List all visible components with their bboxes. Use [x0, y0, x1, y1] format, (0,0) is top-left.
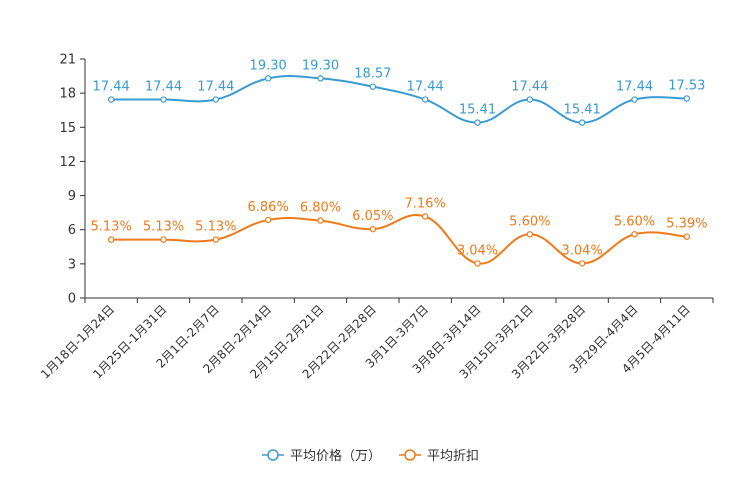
series-0-point — [369, 83, 377, 90]
series-0-data-label: 17.53 — [668, 78, 705, 93]
series-1-data-label: 5.39% — [666, 217, 707, 232]
series-0-data-label: 19.30 — [250, 58, 287, 73]
series-1-data-label: 3.04% — [562, 243, 603, 258]
series-1-point — [474, 260, 481, 267]
series-1-data-label: 6.05% — [352, 209, 393, 224]
y-tick-label: 21 — [59, 53, 76, 68]
y-tick-label: 12 — [59, 155, 76, 170]
series-0-point — [474, 119, 481, 126]
series-0-data-label: 17.44 — [616, 80, 653, 95]
series-0-data-label: 17.44 — [511, 80, 548, 95]
series-1-data-label: 5.13% — [195, 220, 236, 235]
legend-marker-icon — [404, 449, 416, 461]
series-1-data-label: 7.16% — [405, 197, 446, 212]
y-tick-label: 15 — [59, 121, 76, 136]
series-0-data-label: 17.44 — [93, 80, 130, 95]
series-1-point — [212, 236, 220, 243]
series-0-point — [160, 96, 167, 103]
series-layer: 17.44 17.44 17.44 19.30 19.30 18.57 17.44 15.41… — [91, 58, 707, 267]
legend-marker-icon — [267, 449, 279, 461]
series-1-point — [578, 260, 586, 267]
series-1-point — [683, 233, 691, 240]
series-0-data-label: 15.41 — [564, 103, 601, 118]
series-1-data-label: 5.60% — [614, 214, 655, 229]
series-0-data-label: 17.44 — [197, 80, 234, 95]
series-0-point — [107, 96, 115, 103]
series-1: 5.13% 5.13% 5.13% 6.86% 6.80% 6.05% 7.16% 3.04%… — [91, 197, 707, 267]
series-0-point — [578, 119, 586, 126]
series-0-data-label: 19.30 — [302, 58, 339, 73]
series-0-point — [631, 96, 638, 103]
series-0-data-label: 15.41 — [459, 103, 496, 118]
series-0: 17.44 17.44 17.44 19.30 19.30 18.57 17.44 15.41… — [93, 58, 705, 126]
series-0-data-label: 17.44 — [407, 80, 444, 95]
series-0-data-label: 17.44 — [145, 80, 182, 95]
series-1-point — [317, 217, 324, 224]
y-tick-label: 6 — [68, 223, 76, 238]
series-1-data-label: 6.80% — [300, 201, 341, 216]
series-0-point — [264, 75, 272, 82]
series-1-point — [369, 225, 377, 233]
series-1-point — [107, 236, 115, 243]
series-1-point — [264, 216, 272, 224]
series-1-data-label: 5.13% — [143, 220, 184, 235]
legend-label: 平均折扣 — [427, 449, 479, 464]
series-1-data-label: 3.04% — [457, 243, 498, 258]
y-tick-label: 18 — [59, 87, 76, 102]
series-0-point — [317, 75, 324, 82]
series-1-data-label: 6.86% — [248, 200, 289, 215]
series-1-data-label: 5.13% — [91, 220, 132, 235]
series-1-point — [421, 213, 429, 220]
legend-item-0: 平均价格（万） — [262, 448, 381, 464]
series-1-point — [631, 231, 638, 238]
y-tick-label: 3 — [68, 257, 76, 272]
series-0-data-label: 18.57 — [354, 67, 391, 82]
legend: 平均价格（万） 平均折扣 — [262, 448, 479, 464]
series-0-point — [421, 96, 429, 103]
series-0-point — [683, 95, 691, 102]
y-tick-label: 0 — [68, 292, 76, 307]
series-0-point — [212, 96, 220, 103]
series-1-point — [160, 236, 167, 243]
legend-item-1: 平均折扣 — [399, 449, 479, 464]
y-tick-label: 9 — [68, 189, 76, 204]
series-1-point — [526, 231, 534, 238]
series-1-data-label: 5.60% — [509, 214, 550, 229]
series-0-point — [526, 96, 534, 103]
legend-label: 平均价格（万） — [290, 448, 381, 464]
